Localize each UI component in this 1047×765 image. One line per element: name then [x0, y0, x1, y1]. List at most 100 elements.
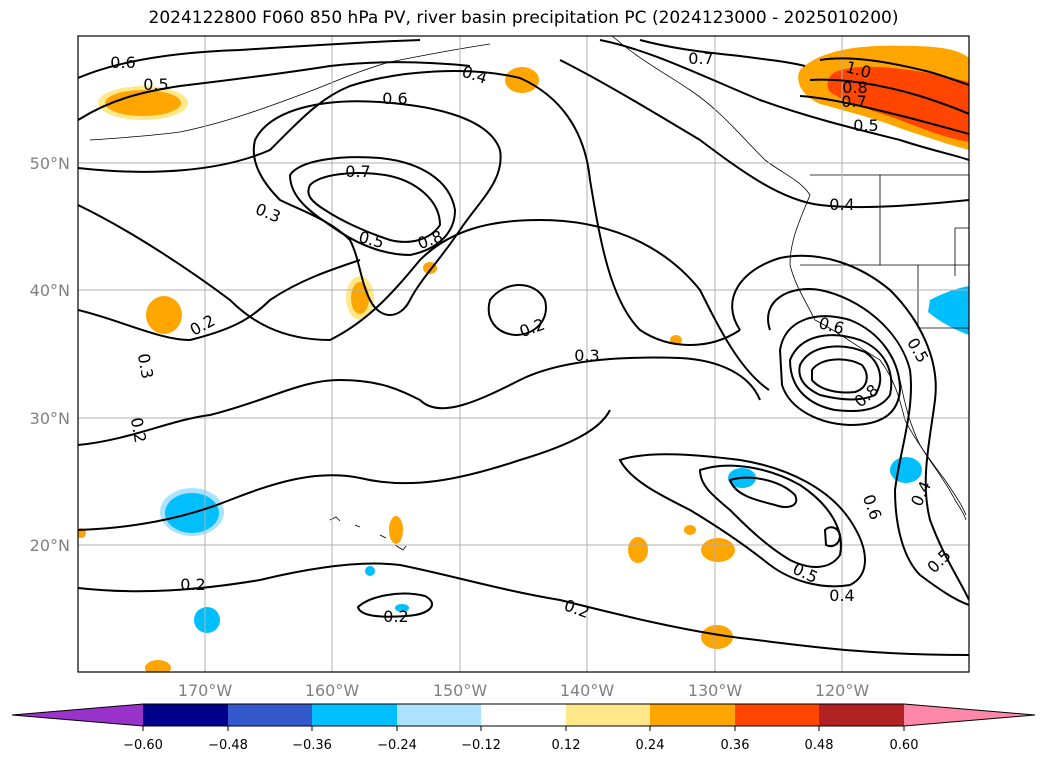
colorbar-tick-label: 0.48: [805, 738, 834, 753]
contour-south-east-small: [823, 526, 842, 548]
contour-02-mid: [78, 409, 611, 531]
precip-neg-15n: [395, 604, 409, 612]
contour-label: 0.3: [134, 352, 157, 380]
contour-label: 0.6: [859, 492, 886, 522]
hawaii-islands: [329, 516, 407, 551]
colorbar-segment: [735, 704, 819, 726]
contour-label: 0.3: [253, 199, 284, 226]
contour-east-07: [788, 334, 893, 413]
contour-label: 0.8: [415, 227, 445, 254]
contour-east-08: [798, 345, 882, 401]
colorbar-upper-extend: [904, 704, 1035, 726]
colorbar-segment: [312, 704, 397, 726]
contour-08-loop: [307, 172, 442, 243]
contour-east-04: [731, 254, 969, 601]
contour-label: 0.2: [383, 607, 408, 626]
colorbar-segment: [397, 704, 481, 726]
lon-label-160w: 160°W: [305, 681, 360, 700]
contour-labels: 0.6 0.5 0.4 0.6 0.7 0.7 0.3 0.5 0.8 0.2 …: [110, 49, 955, 626]
precip-small-19n: [628, 537, 648, 563]
contour-label: 0.4: [829, 195, 854, 214]
contour-label: 0.5: [357, 227, 387, 252]
lat-label-40n: 40°N: [30, 281, 70, 300]
contour-south-east-05: [618, 453, 866, 588]
north-america-coast: [611, 36, 967, 516]
contour-label: 0.2: [180, 575, 205, 594]
contour-east-06: [778, 315, 902, 427]
contour-label: 0.5: [143, 75, 168, 94]
contour-label: 0.4: [460, 62, 490, 88]
precip-13n-130w: [701, 625, 733, 649]
lat-label-20n: 20°N: [30, 536, 70, 555]
contour-02-loop-south: [356, 592, 433, 618]
contour-label: 0.2: [127, 416, 150, 444]
contour-south-east-06: [698, 464, 842, 568]
precip-neg-14n: [194, 607, 220, 633]
contour-south-east-loop: [728, 476, 798, 508]
map-frame: [77, 35, 970, 673]
contour-label: 0.4: [907, 478, 935, 509]
colorbar-segment: [228, 704, 312, 726]
contour-north-05: [78, 61, 471, 121]
contour-north-east-08: [809, 78, 969, 115]
contour-east-09: [811, 358, 868, 394]
contour-label: 0.6: [110, 53, 135, 72]
colorbar-segment: [481, 704, 566, 726]
lon-tick-labels: 170°W 160°W 150°W 140°W 130°W 120°W: [178, 681, 870, 700]
baja-coast: [899, 379, 967, 521]
contour-07-loop: [288, 156, 457, 257]
colorbar-tick-label: 0.60: [890, 738, 919, 753]
contour-north-east-07b: [639, 39, 806, 67]
colorbar-tick-label: −0.36: [292, 738, 332, 753]
contour-label: 0.7: [688, 49, 713, 68]
map-title: 2024122800 F060 850 hPa PV, river basin …: [148, 8, 899, 28]
colorbar-tick-label: 0.36: [721, 738, 750, 753]
contour-06-loop: [252, 100, 502, 316]
contour-label: 0.4: [829, 586, 854, 605]
contour-north-east-04: [559, 59, 969, 209]
colorbar-lower-extend: [12, 704, 143, 726]
precip-hawaii: [389, 516, 403, 544]
precip-19n-130w: [701, 538, 735, 562]
contour-03-main: [78, 356, 761, 446]
colorbar-ticks: [142, 726, 905, 731]
graticule: [78, 36, 969, 672]
contour-label: 0.2: [562, 596, 592, 623]
colorbar-tick-label: −0.12: [461, 738, 501, 753]
colorbar-tick-label: 0.12: [552, 738, 581, 753]
contour-north-east-07: [799, 95, 969, 135]
lon-label-120w: 120°W: [815, 681, 870, 700]
lon-label-170w: 170°W: [178, 681, 233, 700]
colorbar-tick-label: −0.60: [123, 738, 163, 753]
contour-label: 0.5: [790, 559, 821, 587]
lat-label-50n: 50°N: [30, 154, 70, 173]
contour-label: 0.7: [345, 162, 370, 181]
precip-neg-hawaii: [365, 566, 375, 576]
contour-02: [78, 259, 361, 342]
contour-north-east-05: [599, 39, 969, 161]
colorbar-segment: [650, 704, 735, 726]
contour-02-small: [487, 284, 547, 337]
colorbar-segment: [566, 704, 650, 726]
contour-label: 0.7: [841, 92, 866, 111]
contour-north-06: [78, 39, 421, 79]
precip-west-40n: [146, 296, 182, 334]
lon-label-140w: 140°W: [560, 681, 615, 700]
lon-label-130w: 130°W: [688, 681, 743, 700]
colorbar-tick-label: −0.48: [208, 738, 248, 753]
precip-shading: [78, 45, 969, 672]
lat-label-30n: 30°N: [30, 409, 70, 428]
contour-04: [78, 70, 741, 346]
colorbar-segment: [143, 704, 228, 726]
precip-neg-east-38n: [928, 286, 969, 335]
precip-bottom-left: [145, 660, 171, 672]
colorbar-tick-label: −0.24: [377, 738, 417, 753]
contour-label: 0.3: [574, 346, 599, 365]
colorbar: −0.60 −0.48 −0.36 −0.24 −0.12 0.12 0.24 …: [11, 703, 1036, 753]
colorbar-tick-label: 0.24: [636, 738, 665, 753]
pv-contours: [78, 39, 969, 656]
precip-alaska-core: [105, 90, 181, 116]
contour-02-south: [78, 562, 969, 656]
contour-label: 0.8: [842, 78, 867, 97]
precip-mid-40n-core: [351, 282, 369, 314]
